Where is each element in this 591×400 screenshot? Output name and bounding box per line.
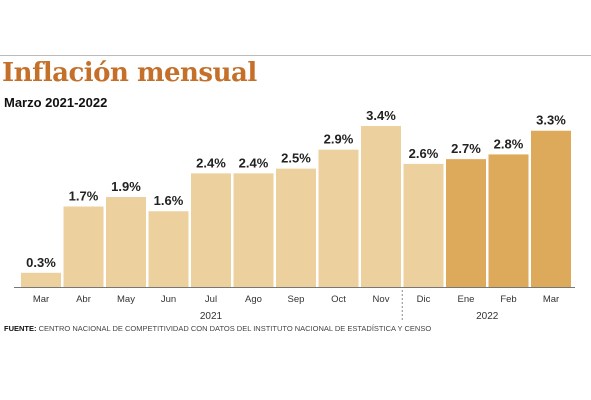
value-label: 2.4% xyxy=(196,155,226,170)
chart-title: Inflación mensual xyxy=(2,58,257,88)
value-label: 3.4% xyxy=(366,108,396,123)
value-label: 2.7% xyxy=(451,141,481,156)
bar-6 xyxy=(233,173,274,287)
value-label: 2.6% xyxy=(409,146,439,161)
value-label: 2.8% xyxy=(494,136,524,151)
bar-2 xyxy=(63,206,104,287)
source-note: FUENTE: CENTRO NACIONAL DE COMPETITIVIDA… xyxy=(4,324,431,333)
year-label-1: 2021 xyxy=(200,311,223,322)
source-text: CENTRO NACIONAL DE COMPETITIVIDAD CON DA… xyxy=(38,324,432,333)
category-label: Jul xyxy=(205,294,217,305)
bar-9 xyxy=(361,126,401,287)
bar-chart: 0.3% Mar 1.7% Abr 1.9% May 1.6% Jun 2.4% Jul 2.4% A… xyxy=(14,108,575,322)
value-label: 2.5% xyxy=(281,151,311,166)
category-label: Abr xyxy=(76,294,91,305)
bar-5 xyxy=(191,173,231,287)
bar-12 xyxy=(488,154,529,287)
category-label: Ago xyxy=(245,294,262,305)
category-label: May xyxy=(117,294,135,305)
category-label: Mar xyxy=(33,294,49,305)
category-label: Ene xyxy=(458,294,475,305)
bar-1 xyxy=(21,272,61,287)
value-label: 1.9% xyxy=(111,179,141,194)
bar-13 xyxy=(531,130,571,287)
category-label: Jun xyxy=(161,294,176,305)
value-label: 2.4% xyxy=(239,155,269,170)
value-label: 0.3% xyxy=(26,255,56,270)
bar-4 xyxy=(148,211,189,287)
bar-10 xyxy=(403,163,444,287)
top-rule xyxy=(0,55,591,56)
category-label: Nov xyxy=(373,294,390,305)
bar-8 xyxy=(318,149,359,287)
bar-11 xyxy=(446,159,486,287)
category-label: Feb xyxy=(500,294,516,305)
bar-3 xyxy=(106,197,146,287)
value-label: 3.3% xyxy=(536,113,566,128)
category-label: Oct xyxy=(331,294,346,305)
category-label: Sep xyxy=(288,294,305,305)
chart-subtitle: Marzo 2021-2022 xyxy=(4,95,108,110)
value-label: 1.6% xyxy=(154,193,184,208)
bar-7 xyxy=(276,168,316,287)
source-label: FUENTE: xyxy=(4,324,37,333)
value-label: 2.9% xyxy=(324,132,354,147)
category-label: Dic xyxy=(417,294,431,305)
category-label: Mar xyxy=(543,294,559,305)
value-label: 1.7% xyxy=(69,189,99,204)
year-label-2: 2022 xyxy=(476,311,499,322)
